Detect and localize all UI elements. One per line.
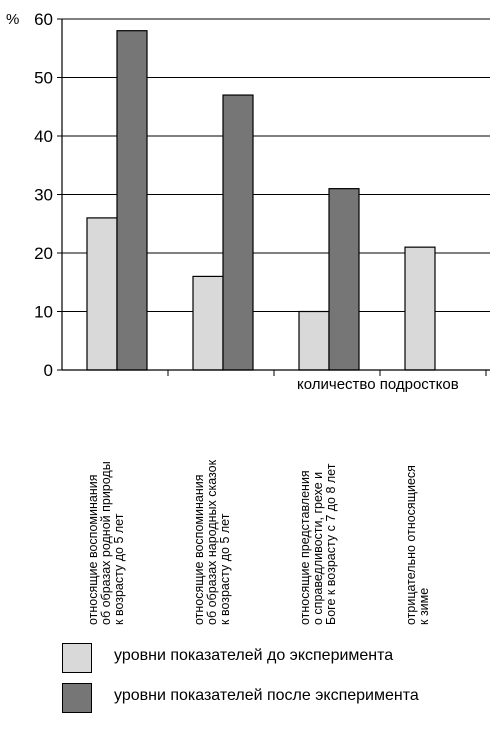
category-label-2-line-0: относящие представления: [298, 470, 312, 625]
x-axis-label: количество подростков: [297, 376, 459, 393]
legend-item-after: уровни показателей после эксперимента: [62, 683, 492, 719]
category-label-3-line-0: отрицательно относящиеся: [404, 465, 418, 625]
bar-after-0: [116, 30, 148, 371]
y-tick-label-5: 50: [34, 69, 53, 88]
category-label-2-line-1: о справедливости, грехе и: [311, 472, 325, 625]
category-label-0-line-0: относящие воспоминания: [86, 475, 100, 625]
bar-before-2: [298, 310, 330, 371]
axes: %: [6, 11, 490, 376]
bar-before-1: [192, 275, 224, 371]
category-label-2-line-2: Боге к возрасту с 7 до 8 лет: [324, 463, 338, 625]
bar-chart: % 0 10 20 30 40 50 60 количество подростков от…: [6, 10, 490, 625]
category-label-1-line-2: к возрасту до 5 лет: [218, 513, 232, 625]
category-label-0-line-2: к возрасту до 5 лет: [112, 513, 126, 625]
category-label-1-line-1: об образах народных сказок: [205, 459, 219, 625]
bar-after-2: [328, 188, 360, 371]
bars: [86, 30, 436, 371]
legend-swatch-before: [62, 643, 92, 673]
legend-swatch-after: [62, 683, 92, 713]
legend-label-before: уровни показателей до эксперимента: [114, 647, 394, 664]
legend-label-after: уровни показателей после эксперимента: [114, 687, 419, 704]
y-tick-label-2: 20: [34, 244, 53, 263]
y-tick-label-4: 40: [34, 127, 53, 146]
category-labels: относящие воспоминания об образах родной …: [86, 459, 431, 625]
y-tick-label-3: 30: [34, 186, 53, 205]
y-tick-labels: 0 10 20 30 40 50 60: [34, 10, 53, 380]
bar-before-0: [86, 217, 118, 371]
category-label-3-line-1: к зиме: [417, 588, 431, 625]
category-label-1-line-0: относящие воспоминания: [192, 475, 206, 625]
legend-item-before: уровни показателей до эксперимента: [62, 643, 492, 679]
category-label-0-line-1: об образах родной природы: [99, 461, 113, 625]
y-tick-label-0: 0: [44, 361, 53, 380]
bar-before-3: [404, 246, 436, 371]
y-tick-label-6: 60: [34, 10, 53, 29]
y-tick-label-1: 10: [34, 303, 53, 322]
y-axis-unit-label: %: [6, 11, 19, 28]
bar-after-1: [222, 94, 254, 371]
